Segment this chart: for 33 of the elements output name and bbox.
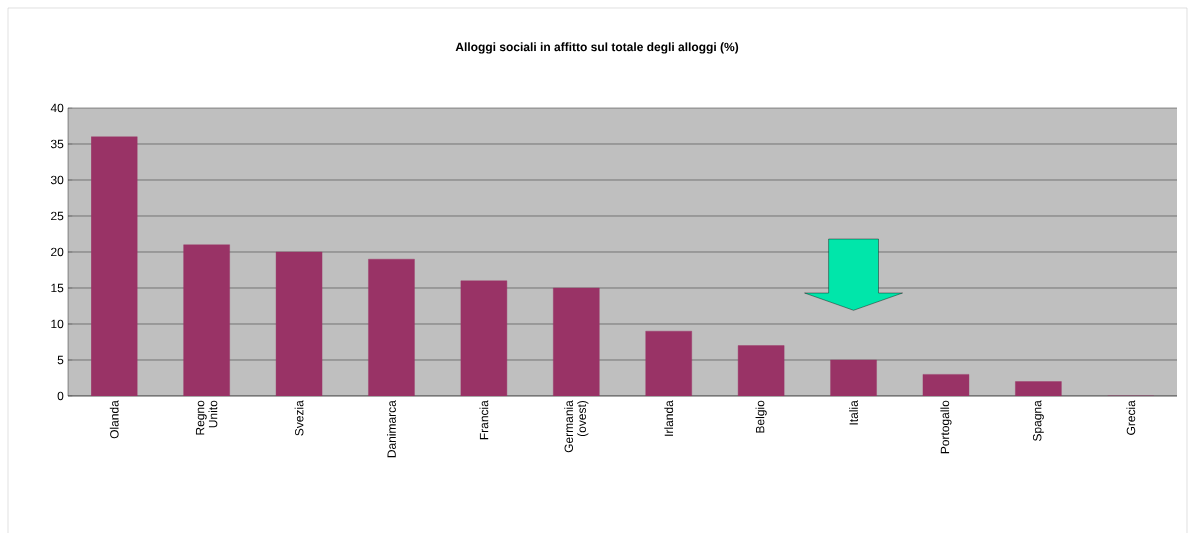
x-tick-label: Regno Unito (195, 400, 218, 435)
x-tick-label: Irlanda (664, 400, 674, 436)
x-tick-label: Olanda (109, 400, 119, 439)
x-tick-label: Francia (479, 400, 489, 440)
chart-title: Alloggi sociali in affitto sul totale degli alloggi (%) (455, 42, 739, 54)
y-tick-label: 10 (51, 319, 64, 329)
x-tick-label: Spagna (1032, 400, 1044, 442)
bar (922, 374, 970, 396)
bar (183, 244, 230, 396)
x-tick-label: Italia (849, 400, 858, 425)
y-tick-label: 5 (57, 355, 64, 365)
bar (645, 330, 692, 396)
x-tick-label: Germania (ovest) (564, 400, 589, 453)
y-tick-label: 30 (50, 175, 64, 185)
bar (275, 251, 323, 396)
bar (460, 280, 508, 396)
bar (737, 345, 785, 396)
bar (368, 258, 415, 396)
x-tick-label: Svezia (294, 400, 304, 436)
bar (830, 359, 877, 396)
y-tick-label: 40 (50, 103, 64, 113)
y-tick-label: 15 (51, 283, 64, 293)
bar (553, 287, 600, 396)
x-tick-label: Portogallo (940, 400, 952, 454)
x-tick-label: Danimarca (387, 400, 396, 458)
bar (1015, 381, 1062, 396)
y-tick-label: 25 (51, 211, 64, 221)
x-tick-label: Grecia (1126, 400, 1136, 435)
y-tick-label: 35 (50, 139, 64, 149)
x-tick-label: Belgio (755, 400, 767, 433)
y-tick-label: 20 (51, 247, 64, 257)
bar (91, 136, 138, 396)
y-tick-label: 0 (57, 391, 64, 401)
